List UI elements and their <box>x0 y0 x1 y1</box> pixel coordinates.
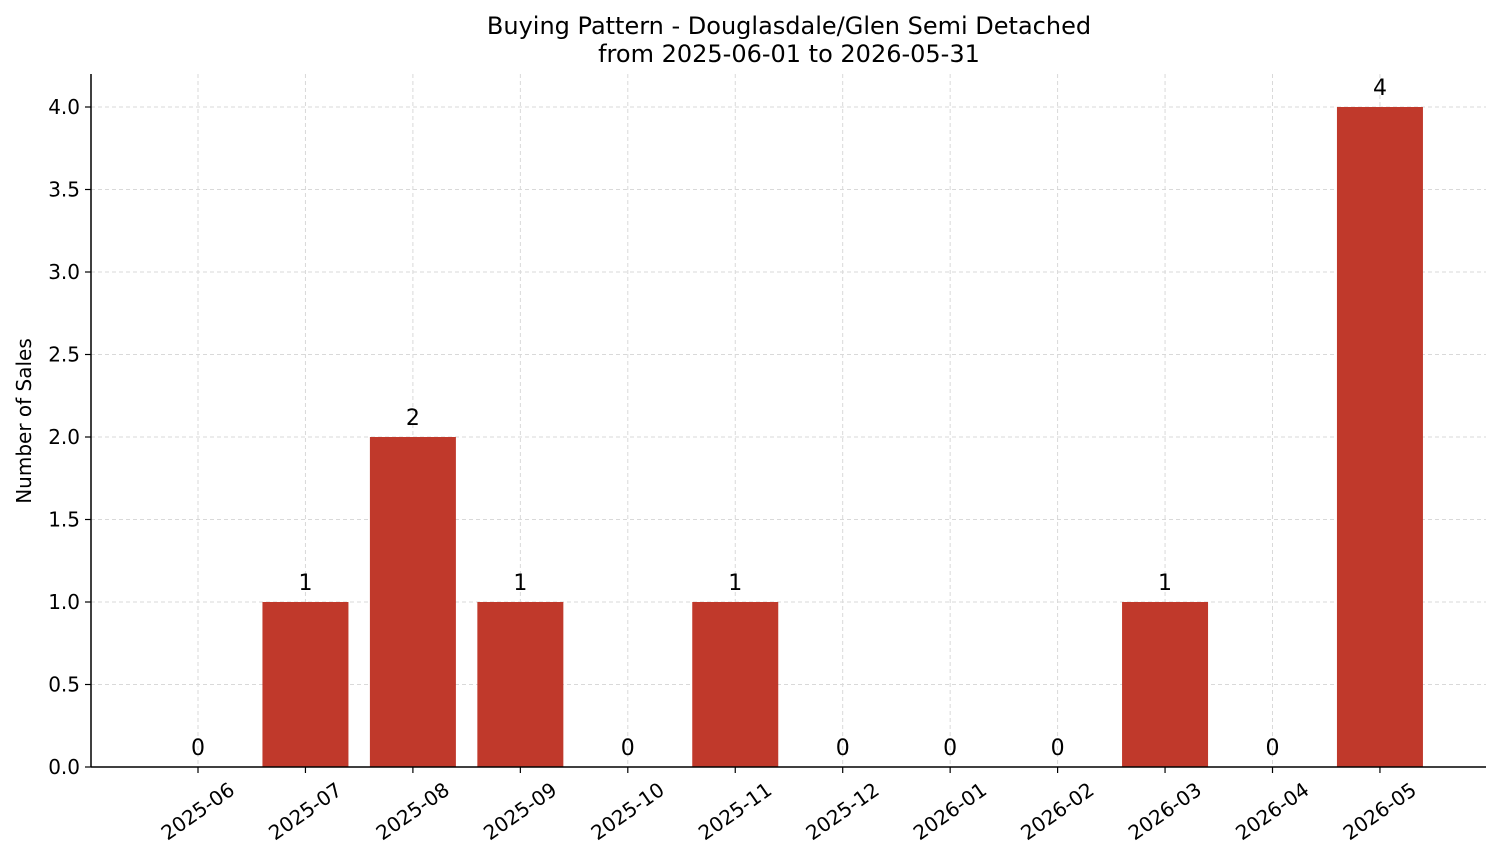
x-tick-label: 2025-06 <box>157 777 239 845</box>
x-tick-label: 2025-10 <box>586 777 668 845</box>
bar-value-label: 0 <box>943 736 957 761</box>
bar-2026-03 <box>1122 602 1209 767</box>
x-tick-label: 2026-03 <box>1124 777 1206 845</box>
x-tick-label: 2025-09 <box>479 777 561 845</box>
bar-2025-09 <box>477 602 564 767</box>
bar-value-label: 0 <box>1266 736 1280 761</box>
bar-2025-08 <box>369 437 456 767</box>
x-tick-label: 2026-02 <box>1016 777 1098 845</box>
axes-layer <box>85 74 1486 773</box>
chart-title: Buying Pattern - Douglasdale/Glen Semi D… <box>487 12 1091 40</box>
x-tick-label: 2025-12 <box>801 777 883 845</box>
x-tick-label: 2025-11 <box>694 777 776 845</box>
bar-value-label: 1 <box>513 571 527 596</box>
x-tick-label: 2026-01 <box>909 777 991 845</box>
y-tick-label: 1.5 <box>48 508 80 532</box>
y-tick-label: 4.0 <box>48 95 80 119</box>
x-tick-label: 2025-07 <box>264 777 346 845</box>
y-tick-labels: 0.0 0.5 1.0 1.5 2.0 2.5 3.0 3.5 4.0 <box>48 95 80 779</box>
bar-value-label: 4 <box>1373 76 1387 101</box>
bars-layer <box>262 107 1423 767</box>
bar-value-label: 1 <box>298 571 312 596</box>
bar-value-label: 1 <box>728 571 742 596</box>
bar-value-labels: 0 1 2 1 0 1 0 0 0 1 0 4 <box>191 76 1387 761</box>
bar-value-label: 0 <box>836 736 850 761</box>
bar-value-label: 2 <box>406 406 420 431</box>
y-tick-label: 3.0 <box>48 260 80 284</box>
chart-subtitle: from 2025-06-01 to 2026-05-31 <box>598 40 980 68</box>
y-axis-label: Number of Sales <box>12 338 36 504</box>
bar-value-label: 1 <box>1158 571 1172 596</box>
bar-2025-07 <box>262 602 349 767</box>
x-tick-label: 2025-08 <box>372 777 454 845</box>
y-tick-label: 0.5 <box>48 673 80 697</box>
bar-value-label: 0 <box>621 736 635 761</box>
bar-2026-05 <box>1336 107 1423 767</box>
bar-value-label: 0 <box>191 736 205 761</box>
x-tick-label: 2026-05 <box>1339 777 1421 845</box>
y-tick-label: 1.0 <box>48 590 80 614</box>
x-tick-labels: 2025-06 2025-07 2025-08 2025-09 2025-10 2025-… <box>157 777 1421 845</box>
bar-2025-11 <box>692 602 779 767</box>
y-tick-label: 3.5 <box>48 178 80 202</box>
y-tick-label: 2.5 <box>48 343 80 367</box>
y-tick-label: 0.0 <box>48 755 80 779</box>
x-tick-label: 2026-04 <box>1231 777 1313 845</box>
y-tick-label: 2.0 <box>48 425 80 449</box>
bar-value-label: 0 <box>1051 736 1065 761</box>
